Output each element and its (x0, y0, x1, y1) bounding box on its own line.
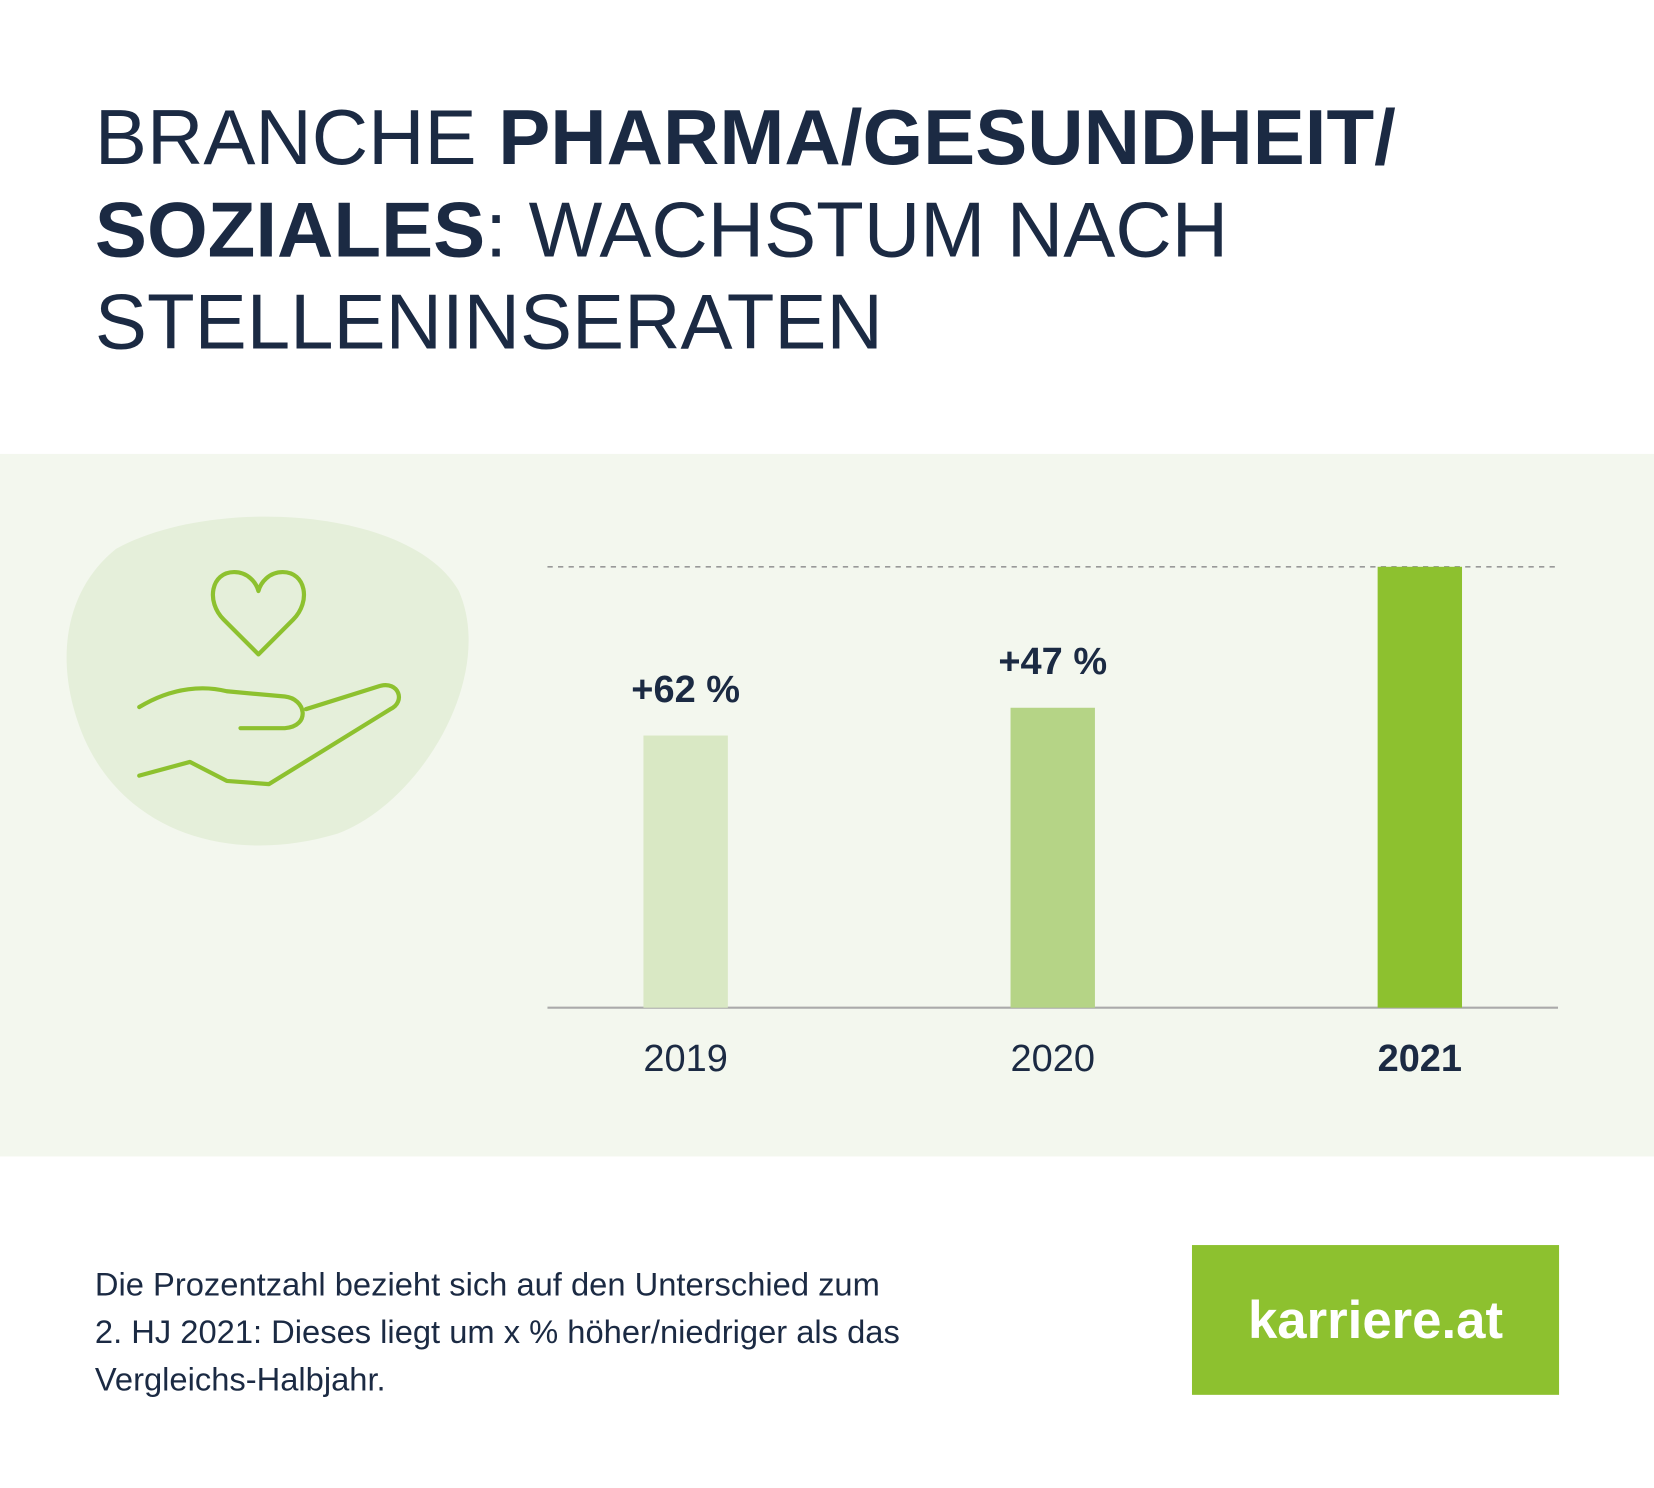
title-part: STELLENINSERATEN (95, 277, 883, 365)
x-tick-label: 2020 (1011, 1038, 1095, 1080)
footnote-line: Vergleichs-Halbjahr. (95, 1361, 386, 1398)
title-part: PHARMA/GESUNDHEIT/ (498, 93, 1396, 181)
bar (1377, 566, 1463, 1008)
footnote-line: 2. HJ 2021: Dieses liegt um x % höher/ni… (95, 1313, 900, 1350)
title-line: BRANCHE PHARMA/GESUNDHEIT/ (95, 93, 1396, 181)
icon-blob (66, 516, 469, 846)
title-line: SOZIALES: WACHSTUM NACH (95, 186, 1228, 274)
x-tick-label: 2019 (643, 1038, 727, 1080)
value-label: +62 % (631, 669, 740, 711)
footnote-line: Die Prozentzahl bezieht sich auf den Unt… (95, 1266, 880, 1303)
bar (1010, 707, 1095, 1008)
value-label: +47 % (998, 641, 1107, 683)
logo-box (1191, 1245, 1560, 1395)
hand-heart-icon (137, 569, 401, 787)
bar-chart: +62 % 2019 +47 % 2020 2021 (547, 565, 1559, 1080)
title-part: : WACHSTUM NACH (485, 186, 1228, 274)
x-tick-label: 2021 (1378, 1038, 1462, 1080)
logo: karriere.at (1248, 1291, 1503, 1350)
title-part: BRANCHE (95, 93, 477, 181)
title-part: SOZIALES (95, 186, 485, 274)
bar (643, 735, 728, 1008)
